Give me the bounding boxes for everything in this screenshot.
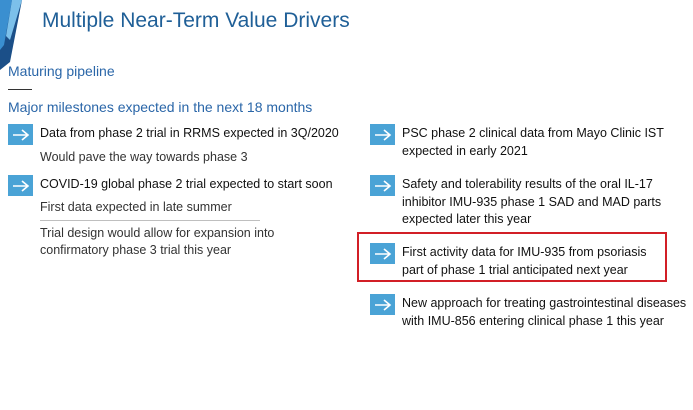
- arrow-right-icon: [8, 175, 33, 196]
- corner-logo-shape: [0, 0, 22, 70]
- item-subtext: Trial design would allow for expansion i…: [40, 226, 275, 240]
- item-subtext: confirmatory phase 3 trial this year: [40, 243, 232, 257]
- item-text: part of phase 1 trial anticipated next y…: [402, 262, 628, 277]
- item-text: New approach for treating gastrointestin…: [402, 296, 687, 310]
- right-item-psc: PSC phase 2 clinical data from Mayo Clin…: [370, 124, 690, 164]
- item-subtext: First data expected in late summer: [40, 200, 232, 214]
- separator: [40, 220, 260, 221]
- item-text: Data from phase 2 trial in RRMS expected…: [40, 126, 339, 140]
- item-text: with IMU-856 entering clinical phase 1 t…: [402, 313, 664, 328]
- milestones-heading: Major milestones expected in the next 18…: [8, 99, 313, 115]
- left-item-rrms: Data from phase 2 trial in RRMS expected…: [8, 124, 348, 169]
- item-text: inhibitor IMU-935 phase 1 SAD and MAD pa…: [402, 194, 662, 209]
- item-text: First activity data for IMU-935 from pso…: [402, 245, 647, 259]
- item-text: expected later this year: [402, 212, 532, 226]
- section-subtitle: Maturing pipeline: [8, 63, 115, 79]
- item-text: COVID-19 global phase 2 trial expected t…: [40, 177, 333, 191]
- arrow-right-icon: [8, 124, 33, 145]
- arrow-right-icon: [370, 175, 395, 196]
- divider: [8, 89, 32, 90]
- highlight-box: [357, 232, 667, 282]
- item-text: expected in early 2021: [402, 143, 528, 158]
- page-title: Multiple Near-Term Value Drivers: [42, 9, 350, 32]
- arrow-right-icon: [370, 124, 395, 145]
- item-text: Safety and tolerability results of the o…: [402, 177, 653, 191]
- right-item-imu856: New approach for treating gastrointestin…: [370, 294, 690, 334]
- arrow-right-icon: [370, 243, 395, 264]
- item-text: PSC phase 2 clinical data from Mayo Clin…: [402, 126, 664, 140]
- right-item-imu935: First activity data for IMU-935 from pso…: [370, 243, 670, 283]
- arrow-right-icon: [370, 294, 395, 315]
- left-item-covid: COVID-19 global phase 2 trial expected t…: [8, 175, 348, 265]
- right-item-il17: Safety and tolerability results of the o…: [370, 175, 690, 230]
- item-subtext: Would pave the way towards phase 3: [40, 150, 248, 164]
